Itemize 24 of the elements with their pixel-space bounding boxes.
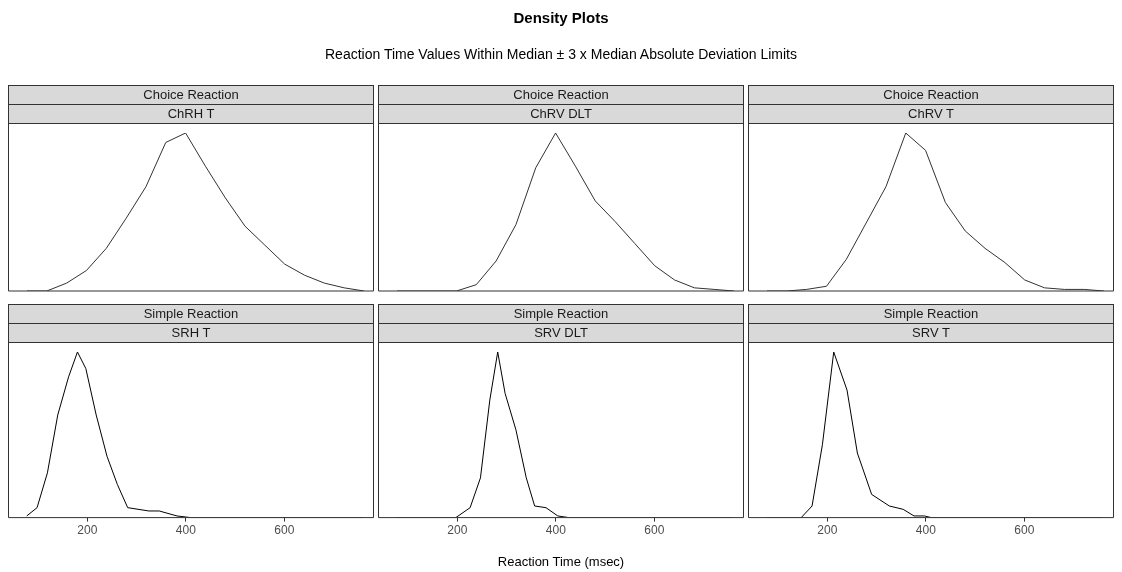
chart-title: Simple Reaction <box>8 304 374 324</box>
x-tick-label: 400 <box>175 523 197 538</box>
x-tick-label: 600 <box>1014 523 1035 538</box>
chart-title: Simple Reaction <box>378 304 744 324</box>
chart-subtitle: SRH T <box>8 323 374 343</box>
chart-title: Choice Reaction <box>748 85 1114 105</box>
x-axis-title: Reaction Time (msec) <box>496 554 626 569</box>
x-tick-label: 400 <box>545 523 567 538</box>
chart-title: Choice Reaction <box>378 85 744 105</box>
chart-subtitle: ChRH T <box>8 104 374 124</box>
x-tick-label: 200 <box>77 523 98 538</box>
text: Reaction Time Values Within Median ± 3 x Median Absolute Deviation Limits <box>324 46 798 62</box>
chart-subtitle: ChRV T <box>748 104 1114 124</box>
x-tick-label: 200 <box>817 523 838 538</box>
chart-subtitle: ChRV DLT <box>378 104 744 124</box>
chart-subtitle: SRV DLT <box>378 323 744 343</box>
chart-title: Simple Reaction <box>748 304 1114 324</box>
text: Density Plots <box>512 8 610 26</box>
x-tick-label: 600 <box>274 523 295 538</box>
x-tick-label: 200 <box>447 523 468 538</box>
x-tick-label: 400 <box>915 523 937 538</box>
chart-title: Choice Reaction <box>8 85 374 105</box>
x-tick-label: 600 <box>644 523 665 538</box>
chart-subtitle: SRV T <box>748 323 1114 343</box>
